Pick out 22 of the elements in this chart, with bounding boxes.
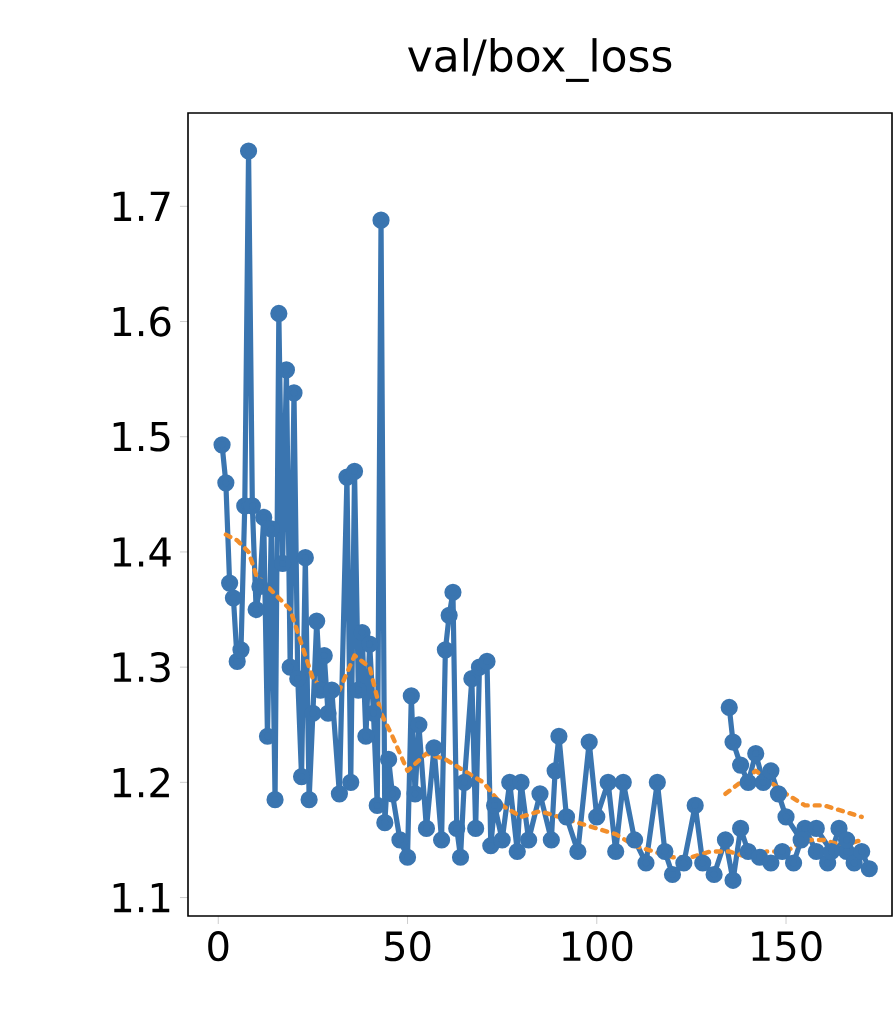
point — [747, 744, 765, 763]
point — [777, 808, 795, 826]
point — [754, 773, 772, 791]
y-tick-label: 1.1 — [113, 883, 170, 913]
chart-title: val/box_loss — [408, 38, 672, 82]
y-tick-label: 1.4 — [113, 537, 171, 567]
y-tick-label: 1.2 — [113, 767, 169, 798]
x-tick-label: 150 — [752, 931, 822, 962]
point — [762, 762, 780, 780]
x-tick-label: 50 — [385, 931, 431, 962]
point — [822, 842, 841, 861]
y-tick-label: 1.6 — [113, 306, 171, 337]
point — [732, 756, 750, 774]
point — [720, 698, 738, 717]
y-tick-label: 1.3 — [113, 652, 170, 683]
y-tick-label: 1.7 — [113, 191, 170, 221]
point — [724, 733, 742, 751]
y-tick-label: 1.5 — [113, 421, 170, 452]
x-tick-label: 100 — [562, 931, 633, 962]
x-tick-label: 0 — [208, 931, 229, 962]
point — [769, 785, 788, 803]
point — [739, 773, 757, 791]
